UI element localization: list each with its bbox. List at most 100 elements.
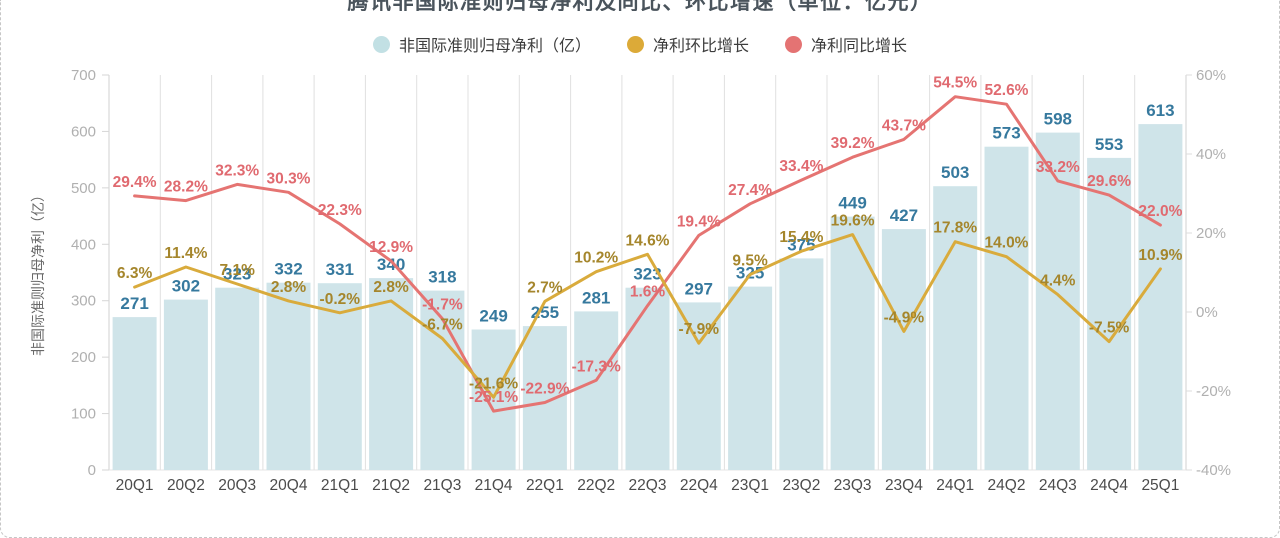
line-value-label: 12.9% — [369, 239, 413, 256]
line-value-label: -25.1% — [469, 389, 518, 406]
line-value-label: 30.3% — [267, 170, 311, 187]
bar — [163, 299, 208, 470]
bar-value-label: 281 — [582, 288, 610, 307]
svg-text:20Q3: 20Q3 — [218, 477, 256, 494]
yoy-line-labels: 29.4% 28.2% 32.3% 30.3% 22.3% 12.9% -1.7% -25.1… — [113, 75, 1183, 406]
bar-value-label: 598 — [1044, 110, 1072, 129]
line-value-label: 15.4% — [779, 229, 823, 246]
line-value-label: -17.3% — [572, 358, 621, 375]
svg-text:21Q1: 21Q1 — [321, 477, 359, 494]
line-value-label: 33.4% — [779, 158, 823, 175]
svg-text:40%: 40% — [1196, 146, 1226, 163]
legend-swatch-2 — [785, 35, 802, 53]
svg-text:25Q1: 25Q1 — [1141, 477, 1179, 494]
svg-text:200: 200 — [71, 349, 96, 366]
legend-label: 非国际准则归母净利（亿） — [398, 38, 591, 55]
svg-text:22Q2: 22Q2 — [577, 477, 615, 494]
bar — [984, 146, 1029, 470]
line-value-label: 27.4% — [728, 182, 772, 199]
x-axis: 20Q1 20Q2 20Q3 20Q4 21Q1 21Q2 21Q3 21Q4 22Q1 22Q2… — [116, 477, 1180, 494]
line-value-label: -0.2% — [320, 291, 361, 308]
bar-value-label: 297 — [685, 279, 713, 298]
bar-value-label: 553 — [1095, 135, 1123, 154]
line-value-label: 19.6% — [831, 213, 875, 230]
chart-title-text: 腾讯非国际准则归母净利及同比、环比增速（单位：亿元） — [348, 0, 933, 11]
bar — [881, 229, 926, 470]
line-value-label: 19.4% — [677, 213, 721, 230]
line-value-label: 43.7% — [882, 117, 926, 134]
bar — [266, 282, 311, 470]
svg-text:600: 600 — [71, 123, 96, 140]
svg-text:60%: 60% — [1196, 67, 1226, 84]
bar — [522, 326, 567, 470]
svg-text:22Q1: 22Q1 — [526, 477, 564, 494]
line-value-label: 10.9% — [1138, 247, 1182, 264]
line-value-label: 29.4% — [113, 174, 157, 191]
svg-text:-20%: -20% — [1196, 383, 1231, 400]
legend-item-yoy-series[interactable]: 净利同比增长 — [785, 32, 907, 56]
bar — [317, 283, 362, 470]
bar — [1035, 132, 1080, 470]
svg-text:21Q3: 21Q3 — [423, 477, 461, 494]
line-value-label: -1.7% — [422, 297, 463, 314]
line-value-label: 29.6% — [1087, 173, 1131, 190]
bar-value-label: 249 — [479, 307, 507, 326]
svg-text:24Q3: 24Q3 — [1039, 477, 1077, 494]
bar — [1087, 157, 1132, 470]
bar — [215, 287, 260, 470]
svg-text:24Q1: 24Q1 — [936, 477, 974, 494]
line-value-label: -22.9% — [520, 381, 569, 398]
legend-label: 净利同比增长 — [811, 38, 908, 55]
bar-value-label: 331 — [326, 260, 354, 279]
bar — [728, 286, 773, 470]
line-value-label: 32.3% — [215, 162, 259, 179]
svg-text:24Q4: 24Q4 — [1090, 477, 1128, 494]
legend-item-qoq-series[interactable]: 净利环比增长 — [626, 32, 749, 56]
bar — [830, 216, 875, 470]
y-axis-right: 60% 40% 20% 0% -20% -40% — [1186, 67, 1231, 479]
chart-title: 腾讯非国际准则归母净利及同比、环比增速（单位：亿元） — [1, 0, 1279, 11]
svg-text:400: 400 — [71, 236, 96, 253]
bar-value-label: 271 — [120, 294, 148, 313]
svg-text:21Q2: 21Q2 — [372, 477, 410, 494]
bar — [574, 311, 619, 470]
legend-label: 净利环比增长 — [652, 38, 749, 55]
line-value-label: 2.8% — [373, 279, 409, 296]
line-value-label: 7.1% — [220, 262, 256, 279]
svg-text:22Q4: 22Q4 — [680, 477, 718, 494]
svg-text:23Q1: 23Q1 — [731, 477, 769, 494]
svg-text:20Q4: 20Q4 — [270, 477, 308, 494]
line-value-label: 14.6% — [626, 232, 670, 249]
bar-value-label: 613 — [1146, 101, 1174, 120]
line-value-label: 33.2% — [1036, 159, 1080, 176]
line-value-label: 22.0% — [1138, 203, 1182, 220]
svg-text:20Q2: 20Q2 — [167, 477, 205, 494]
bar-value-label: 323 — [223, 265, 251, 284]
line-value-label: -4.9% — [884, 309, 925, 326]
svg-text:20%: 20% — [1196, 225, 1226, 242]
line-value-label: 1.6% — [630, 284, 666, 301]
svg-text:100: 100 — [71, 406, 96, 423]
line-value-label: 9.5% — [732, 253, 768, 270]
line-value-label: 2.7% — [527, 279, 563, 296]
svg-text:-40%: -40% — [1196, 462, 1231, 479]
svg-text:24Q2: 24Q2 — [988, 477, 1026, 494]
line-value-label: -6.7% — [422, 317, 463, 334]
legend-item-bar-series[interactable]: 非国际准则归母净利（亿） — [372, 32, 591, 56]
bar-value-label: 427 — [890, 206, 918, 225]
bar — [1138, 124, 1183, 470]
bar — [112, 317, 157, 470]
bar-value-label: 503 — [941, 163, 969, 182]
svg-text:非国际准则归母净利（亿）: 非国际准则归母净利（亿） — [30, 188, 46, 356]
line-value-label: 54.5% — [933, 75, 977, 92]
legend-swatch-1 — [626, 35, 644, 53]
line-value-label: 4.4% — [1040, 273, 1076, 290]
line-value-label: 2.8% — [271, 279, 307, 296]
svg-text:500: 500 — [71, 180, 96, 197]
qoq-line-labels: 6.3% 11.4% 7.1% 2.8% -0.2% 2.8% -6.7% -21.6% 2.7… — [117, 213, 1183, 393]
gridlines — [108, 75, 1187, 471]
svg-text:23Q3: 23Q3 — [834, 477, 872, 494]
line-value-label: -7.9% — [679, 321, 720, 338]
